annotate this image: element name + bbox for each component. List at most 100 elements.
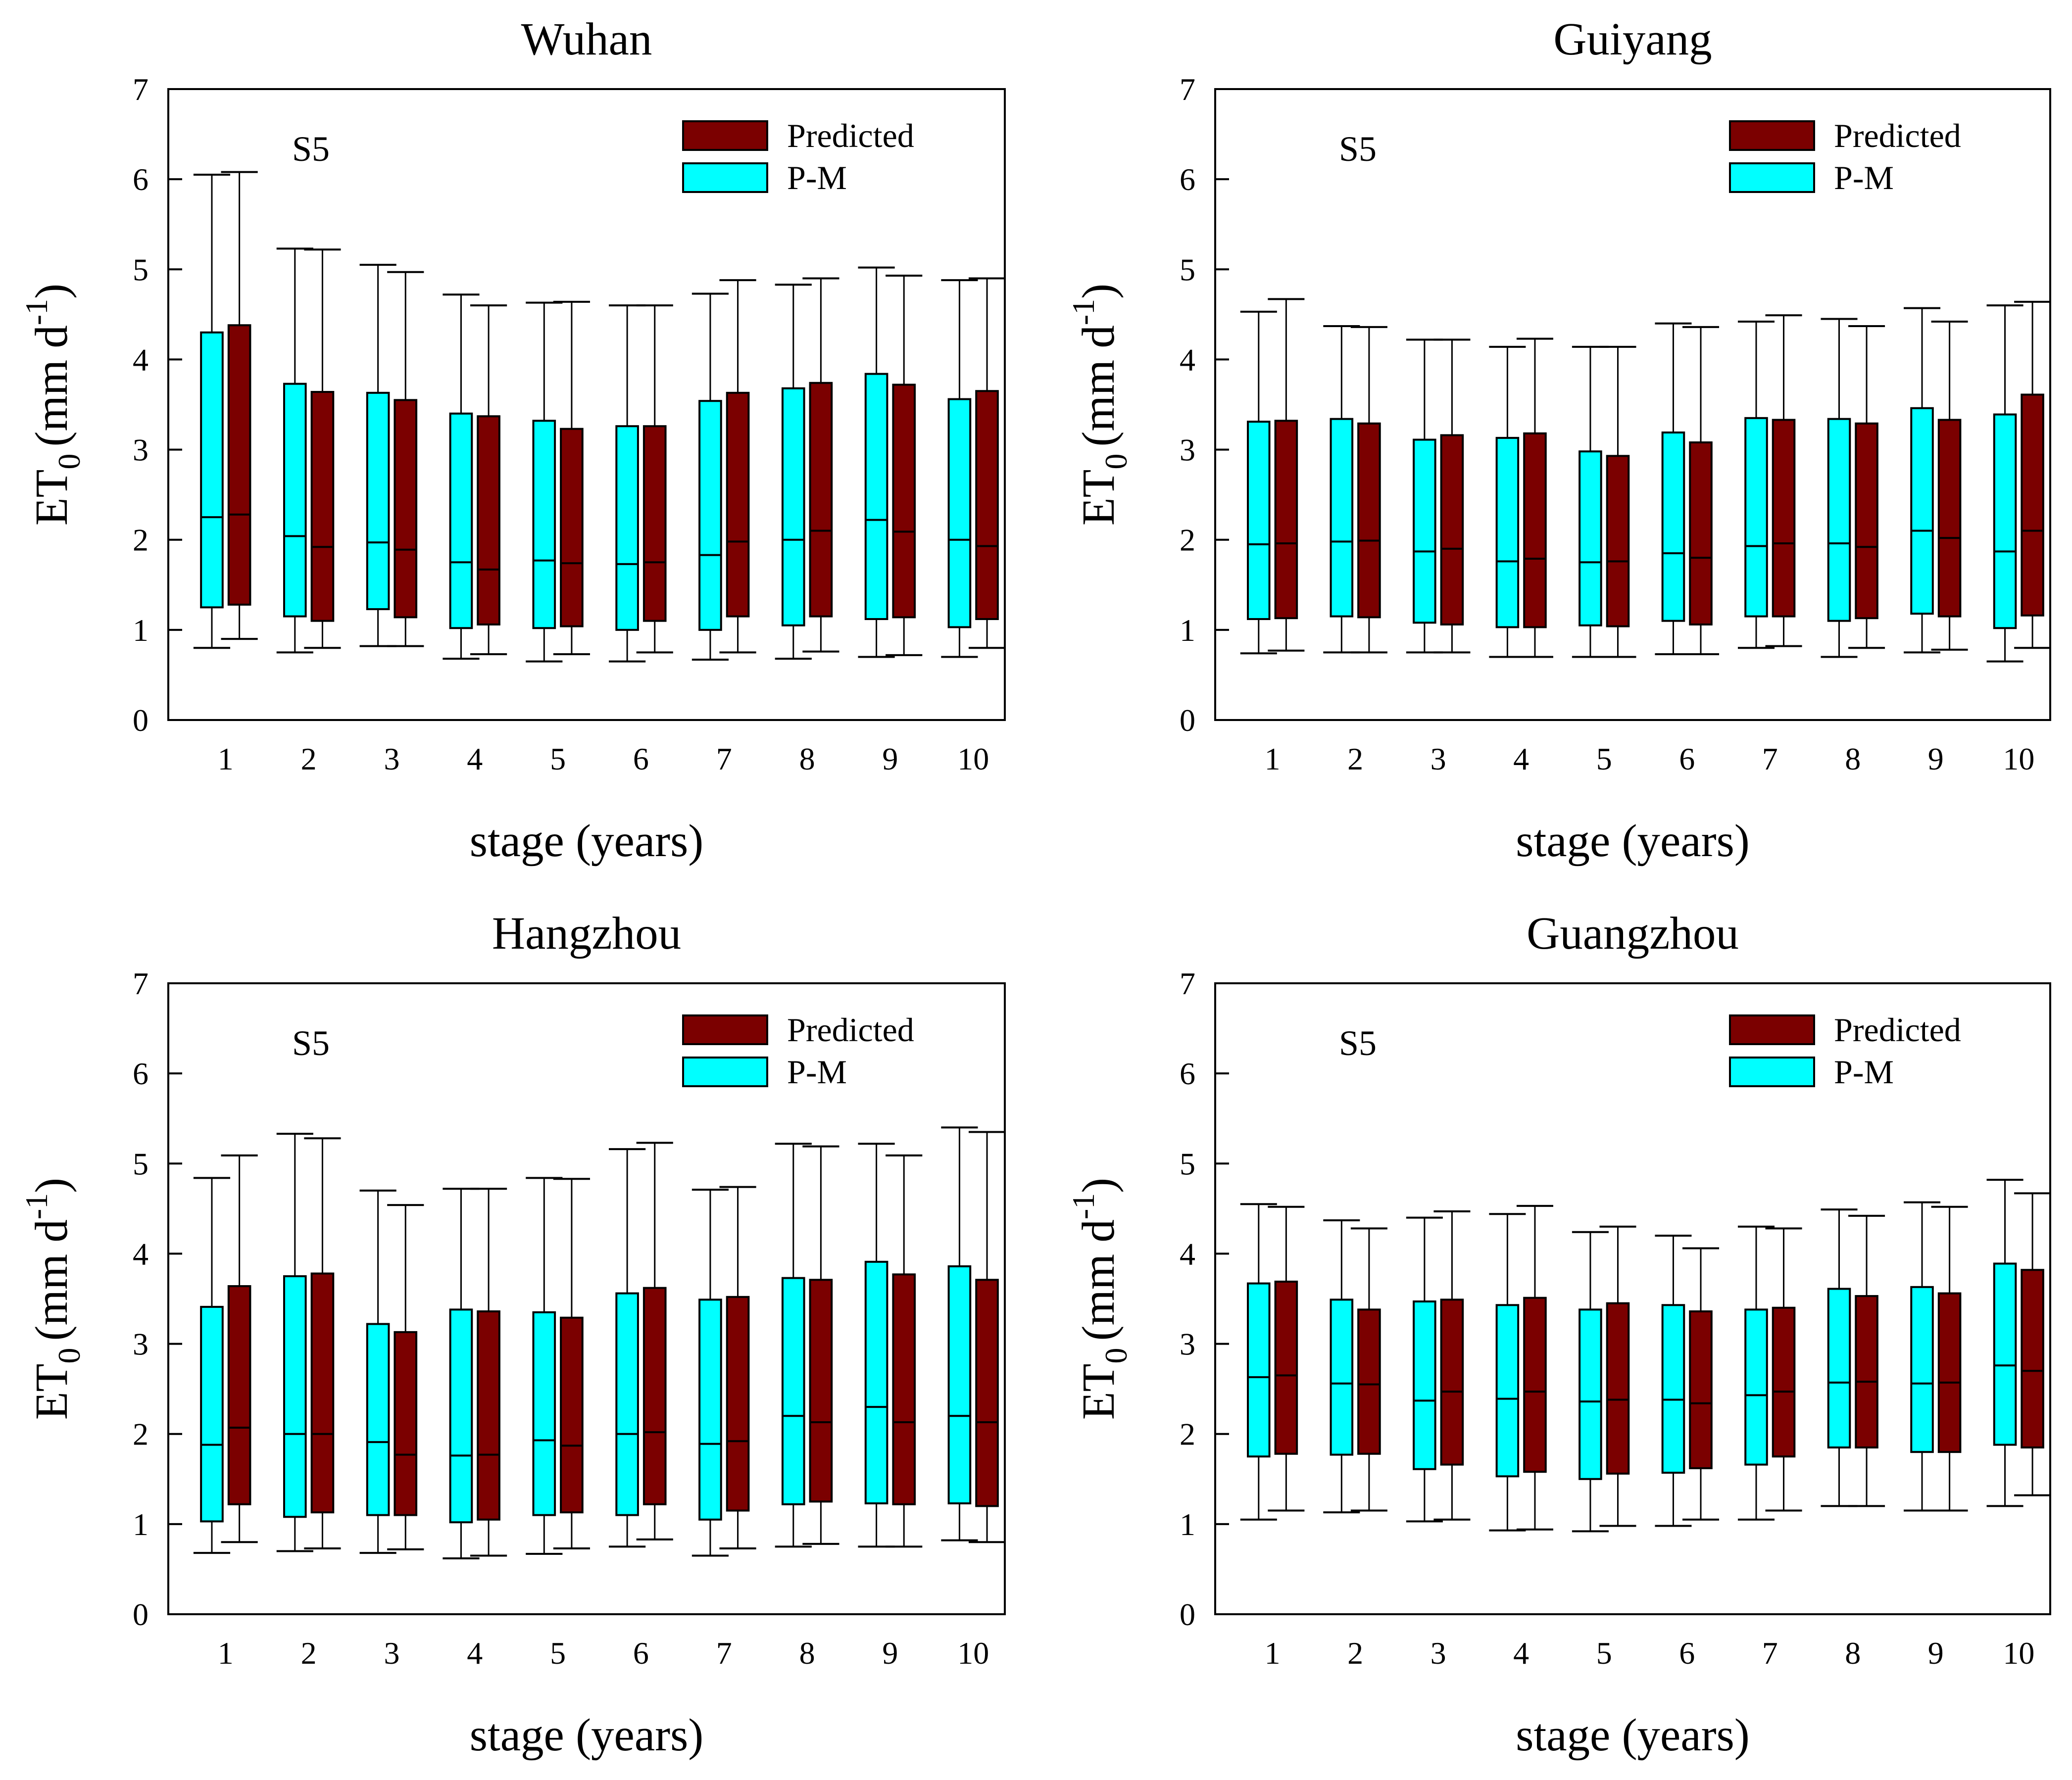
- y-axis-label-superscript: -1: [1066, 299, 1101, 325]
- box-pm: [1240, 1203, 1277, 1521]
- x-tick-label: 4: [467, 741, 483, 776]
- box-pm: [1986, 304, 2023, 663]
- y-tick-label: 1: [1180, 1507, 1195, 1542]
- legend-swatch-pm: [1729, 1057, 1815, 1087]
- box-predicted-body: [227, 1285, 251, 1505]
- box-pm: [858, 1143, 895, 1548]
- box-pm: [359, 1189, 396, 1554]
- x-tick-label: 4: [467, 1636, 483, 1671]
- box-pm-body: [698, 1299, 722, 1521]
- box-predicted-body: [1855, 422, 1878, 620]
- x-tick-label: 5: [1596, 741, 1612, 776]
- box-pm: [941, 279, 978, 658]
- box-predicted: [1433, 338, 1471, 654]
- box-predicted: [1516, 1204, 1553, 1531]
- box-predicted: [1682, 1247, 1720, 1521]
- x-tick-label: 4: [1513, 1636, 1529, 1671]
- y-axis-label-subscript: 0: [51, 1348, 87, 1364]
- box-pm-body: [1661, 431, 1685, 622]
- y-axis-label: ET0 (mm d-1): [1066, 284, 1134, 526]
- chart-panel-4: Guangzhou 0 1 2 3 4 5 6 7 1 2 3 4 5 6 7 8 9 10 stage (years…: [1066, 908, 2051, 1761]
- y-tick-label: 4: [1180, 342, 1195, 377]
- x-tick-label: 6: [633, 741, 649, 776]
- box-pm: [775, 1143, 812, 1548]
- x-tick-label: 2: [1347, 741, 1363, 776]
- box-predicted: [221, 171, 258, 640]
- box-pm-body: [532, 420, 556, 629]
- y-tick-label: 4: [133, 342, 148, 377]
- legend-swatch-predicted: [1729, 120, 1815, 151]
- y-tick-label: 5: [1180, 252, 1195, 287]
- box-predicted: [886, 275, 923, 656]
- box-pm: [1737, 1225, 1775, 1521]
- y-axis-label-subscript: 0: [1098, 1348, 1134, 1364]
- box-predicted-body: [892, 384, 916, 619]
- y-tick-label: 3: [1180, 1327, 1195, 1362]
- y-axis-label-units: (mm d: [1073, 1219, 1124, 1341]
- legend-swatch-pm: [682, 162, 768, 193]
- box-predicted-body: [310, 1272, 335, 1514]
- box-pm-body: [200, 331, 224, 609]
- y-axis-label-subscript: 0: [51, 454, 87, 470]
- box-predicted: [553, 1178, 591, 1550]
- box-predicted-body: [1440, 434, 1464, 625]
- legend-swatch-predicted: [682, 120, 768, 151]
- box-pm-body: [1247, 421, 1271, 620]
- y-axis-label-units: (mm d: [26, 325, 77, 446]
- box-predicted: [221, 1154, 258, 1543]
- x-tick-label: 3: [1431, 741, 1446, 776]
- box-predicted: [387, 271, 424, 647]
- box-pm-body: [947, 398, 972, 628]
- box-pm: [1406, 338, 1443, 654]
- x-tick-label: 8: [1845, 741, 1861, 776]
- y-tick-label: 6: [133, 162, 148, 197]
- legend-label-predicted: Predicted: [787, 1011, 914, 1049]
- box-pm: [1323, 325, 1360, 654]
- plot-frame: [1214, 982, 2051, 1615]
- chart-panel-2: Guiyang 0 1 2 3 4 5 6 7 1 2 3 4 5 6 7 8 9 10 stage (years) E…: [1066, 14, 2051, 866]
- box-predicted-body: [1523, 432, 1547, 628]
- x-tick-label: 10: [957, 741, 989, 776]
- y-axis-label-main: ET: [1073, 470, 1124, 526]
- box-predicted: [1682, 326, 1720, 656]
- box-predicted-body: [726, 1296, 750, 1512]
- box-pm-body: [449, 412, 473, 629]
- box-predicted: [1268, 1205, 1305, 1512]
- box-pm-body: [1495, 1304, 1520, 1478]
- box-predicted-body: [394, 1331, 418, 1516]
- box-predicted-body: [1772, 419, 1796, 618]
- box-predicted-body: [1855, 1295, 1878, 1449]
- y-tick-label: 2: [1180, 1417, 1195, 1452]
- box-predicted-body: [809, 1279, 833, 1503]
- y-tick-label: 1: [133, 613, 148, 648]
- y-axis-label-close: ): [1073, 1178, 1124, 1193]
- box-pm: [1572, 345, 1609, 658]
- box-pm: [1737, 320, 1775, 649]
- box-predicted-body: [642, 425, 667, 622]
- x-tick-label: 9: [882, 741, 898, 776]
- y-tick-label: 5: [1180, 1146, 1195, 1181]
- legend-label-predicted: Predicted: [787, 117, 914, 154]
- box-predicted-body: [1274, 1280, 1298, 1455]
- box-predicted: [2014, 1192, 2051, 1496]
- legend-label-predicted: Predicted: [1834, 117, 1961, 154]
- x-axis-label: stage (years): [1516, 1710, 1750, 1761]
- y-tick-label: 5: [133, 1146, 148, 1181]
- box-pm-body: [200, 1305, 224, 1523]
- box-pm: [609, 1148, 646, 1548]
- box-predicted-body: [394, 399, 418, 619]
- box-predicted-body: [726, 391, 750, 618]
- box-predicted-body: [1274, 420, 1298, 620]
- box-predicted-body: [642, 1287, 667, 1505]
- x-tick-label: 7: [1762, 741, 1778, 776]
- box-predicted: [1433, 1210, 1471, 1521]
- legend-swatch-predicted: [1729, 1014, 1815, 1045]
- x-tick-label: 7: [716, 1636, 732, 1671]
- box-pm: [1904, 1201, 1941, 1512]
- box-predicted: [636, 1142, 673, 1540]
- y-axis-label-superscript: -1: [1066, 1193, 1101, 1219]
- x-axis-label: stage (years): [470, 816, 704, 866]
- series-annotation: S5: [1339, 1023, 1377, 1063]
